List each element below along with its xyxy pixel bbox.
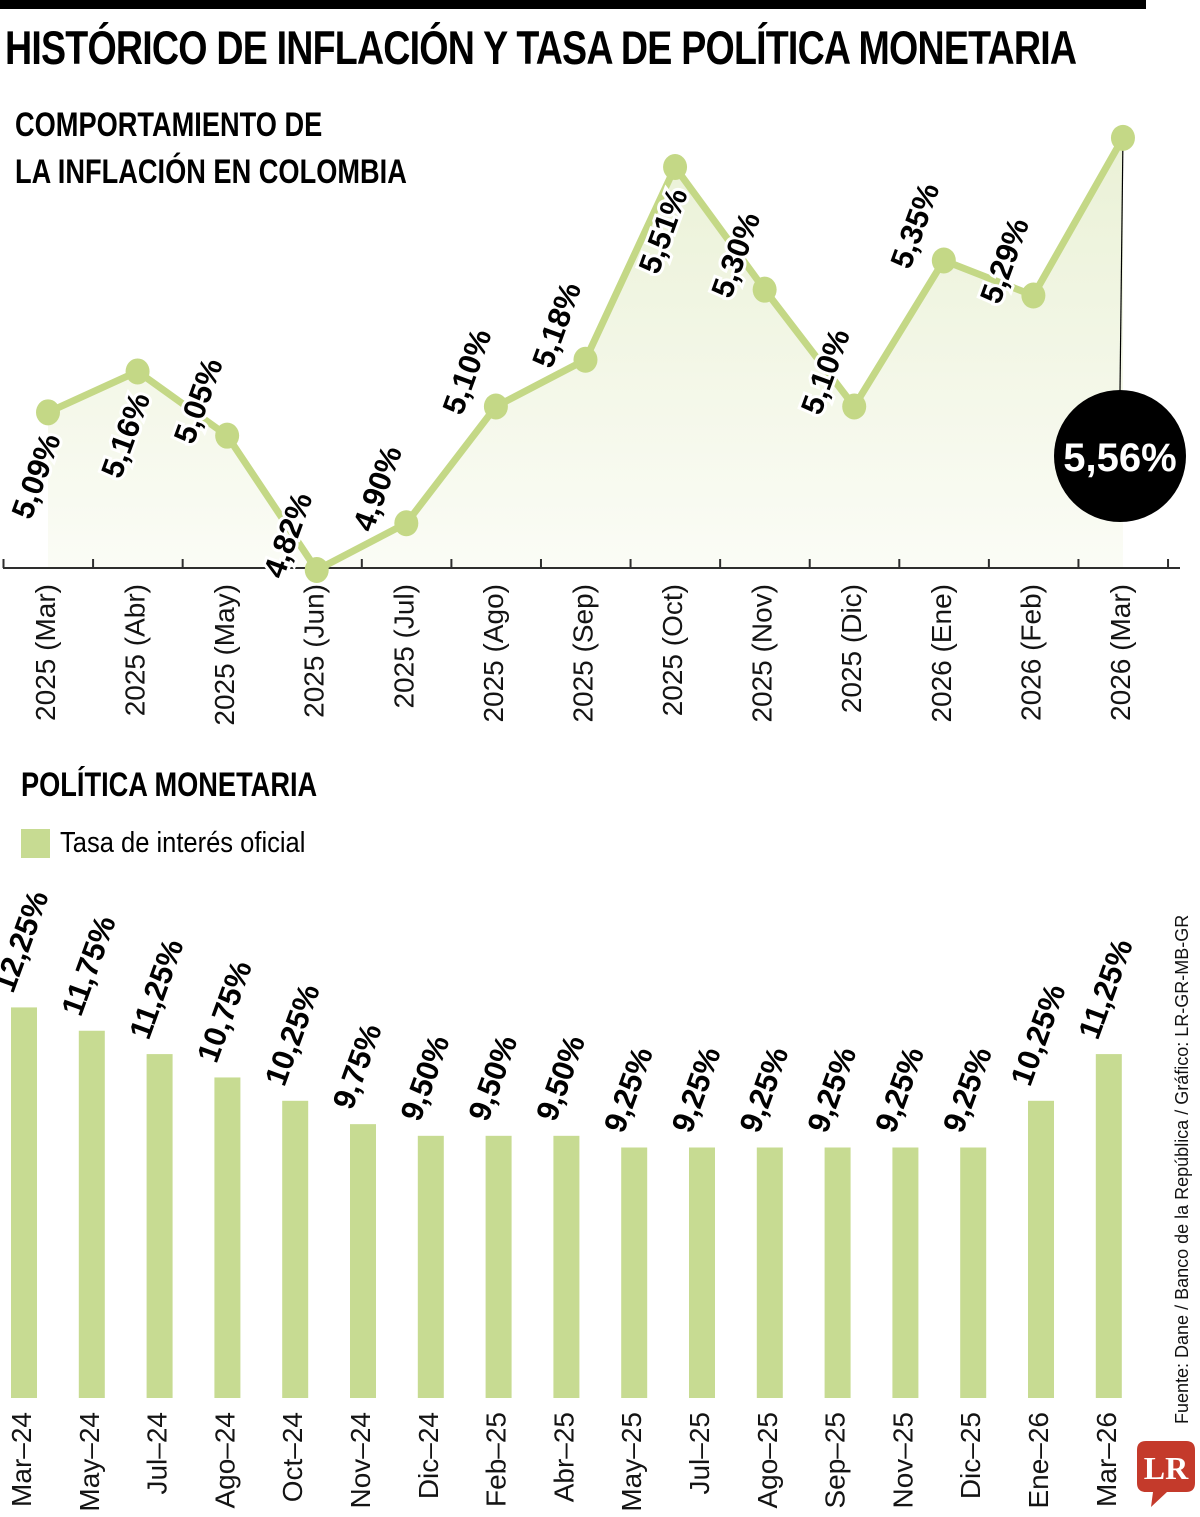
inflation-heading-line1: COMPORTAMIENTO DE [15,106,323,144]
policy-bar [214,1077,241,1398]
lr-logo-text: LR [1144,1450,1189,1486]
inflation-point-marker [215,422,240,449]
inflation-x-label: 2025 (Jun) [299,584,330,718]
policy-x-label: Ene–26 [1023,1412,1054,1509]
policy-x-label: Ago–24 [209,1412,240,1509]
inflation-x-label: 2025 (Ago) [478,584,509,723]
inflation-point-marker [304,557,329,583]
policy-bar-label: 10,25% [1004,979,1073,1090]
inflation-x-label: 2025 (Dic) [836,584,867,713]
policy-x-label: May–24 [74,1412,105,1512]
source-credit: Fuente: Dane / Banco de la República / G… [1172,915,1192,1424]
policy-x-label: Sep–25 [820,1412,851,1509]
policy-bar-label: 9,75% [326,1019,389,1114]
policy-bar [756,1147,783,1398]
inflation-point-marker [394,510,419,537]
policy-bar [960,1147,987,1398]
policy-x-label: Oct–24 [277,1412,308,1502]
policy-x-label: Nov–25 [887,1412,918,1509]
policy-bar-label: 9,25% [868,1042,931,1137]
policy-bar-label: 11,75% [54,911,122,1020]
policy-bar [485,1135,512,1398]
inflation-point-marker [1110,124,1135,151]
inflation-line-chart: 5,56%5,09% 5,16% 5,05%4,82% 4,90%5,10% 5,18%… [2,124,1186,726]
policy-bar [417,1135,444,1398]
inflation-x-label: 2025 (Nov) [747,584,778,723]
policy-bar-label: 9,50% [461,1031,524,1126]
inflation-point-marker [573,346,598,373]
lr-logo-bubble [1137,1441,1195,1507]
highlight-connector [1119,137,1124,392]
inflation-point-marker [931,247,956,274]
inflation-point-marker [663,154,688,181]
policy-x-label: Nov–24 [345,1412,376,1509]
inflation-chart-heading: COMPORTAMIENTO DE LA INFLACIÓN EN COLOMB… [15,102,407,196]
policy-bar-label: 10,75% [190,956,259,1067]
policy-bar [1095,1054,1122,1398]
inflation-point-marker [125,358,150,385]
inflation-x-label: 2025 (May) [209,584,240,726]
inflation-x-label: 2025 (Sep) [567,584,598,723]
legend-swatch [21,829,50,858]
policy-bar-chart: Fuente: Dane / Banco de la República / G… [0,883,1192,1512]
inflation-point-marker [36,399,60,426]
inflation-x-label: 2025 (Oct) [657,584,688,716]
inflation-point-marker [752,276,777,303]
policy-bar-label: 11,25% [122,934,190,1043]
policy-x-label: Dic–24 [413,1412,444,1499]
inflation-point-marker [483,393,508,420]
policy-bar [350,1124,376,1398]
policy-bar [1028,1100,1054,1398]
inflation-x-label: 2026 (Ene) [926,584,957,723]
policy-bar-label: 9,25% [936,1042,999,1137]
policy-x-label: Jul–24 [142,1412,173,1495]
policy-bar [824,1147,851,1398]
policy-x-label: Mar–24 [6,1412,37,1507]
policy-x-label: May–25 [616,1412,647,1512]
policy-bar-label: 9,50% [529,1031,592,1126]
top-accent-bar [0,0,1146,9]
inflation-area-fill [48,137,1123,570]
inflation-x-label: 2025 (Jul) [388,584,419,709]
page-title: HISTÓRICO DE INFLACIÓN Y TASA DE POLÍTIC… [5,21,1077,74]
policy-bar [689,1147,715,1398]
policy-x-label: Dic–25 [955,1412,986,1499]
policy-bar-label: 9,25% [597,1042,660,1137]
policy-bar-label: 9,25% [732,1042,795,1137]
policy-bar [11,1007,37,1398]
policy-x-label: Ago–25 [752,1412,783,1509]
lr-logo: LR [1137,1441,1195,1507]
policy-bar [282,1100,309,1398]
policy-bar-label: 10,25% [258,979,327,1090]
policy-heading-text: POLÍTICA MONETARIA [21,766,318,804]
policy-bar [621,1147,648,1398]
inflation-x-label: 2026 (Mar) [1105,584,1136,721]
highlight-value: 5,56% [1063,436,1176,480]
highlight-bubble [1054,390,1186,522]
policy-x-label: Abr–25 [548,1412,579,1502]
policy-legend: Tasa de interés oficial [21,827,339,860]
inflation-point-marker [1021,282,1046,309]
policy-bar [78,1030,105,1398]
policy-bar-label: 9,25% [800,1042,863,1137]
policy-bar-label: 11,25% [1071,934,1139,1043]
policy-bar [553,1135,580,1398]
inflation-x-label: 2025 (Abr) [120,584,151,716]
policy-bar-label: 9,25% [665,1042,728,1137]
policy-bar-label: 9,50% [393,1031,456,1126]
policy-x-label: Jul–25 [684,1412,715,1495]
policy-bar [146,1054,173,1398]
policy-x-label: Mar–26 [1091,1412,1122,1507]
inflation-heading-line2: LA INFLACIÓN EN COLOMBIA [15,152,407,191]
inflation-point-marker [842,393,867,420]
policy-x-label: Feb–25 [481,1412,512,1507]
inflation-x-label: 2026 (Feb) [1015,584,1046,721]
inflation-x-label: 2025 (Mar) [30,584,61,721]
policy-bar-label: 12,25% [0,886,56,997]
policy-bar [892,1147,919,1398]
policy-chart-heading: POLÍTICA MONETARIA [21,762,317,809]
legend-label: Tasa de interés oficial [60,827,306,859]
